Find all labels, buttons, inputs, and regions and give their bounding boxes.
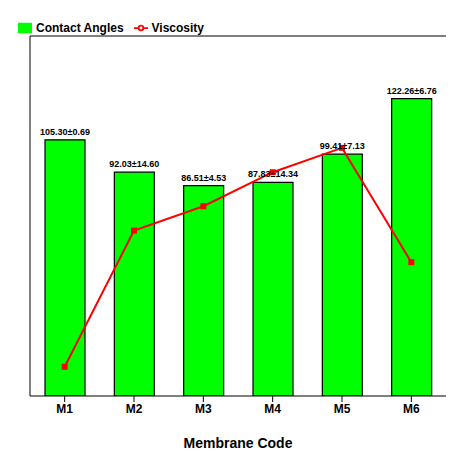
svg-text:92.03±14.60: 92.03±14.60 bbox=[109, 159, 159, 169]
svg-text:99.41±7.13: 99.41±7.13 bbox=[320, 141, 365, 151]
svg-text:M5: M5 bbox=[334, 402, 351, 416]
svg-text:105.30±0.69: 105.30±0.69 bbox=[40, 127, 90, 137]
html-text:Contact Angles: Contact Angles bbox=[36, 21, 124, 35]
svg-text:87.83±14.34: 87.83±14.34 bbox=[248, 169, 298, 179]
svg-text:M2: M2 bbox=[126, 402, 143, 416]
svg-text:122.26±6.76: 122.26±6.76 bbox=[387, 86, 437, 96]
svg-text:Membrane Code: Membrane Code bbox=[184, 435, 293, 451]
svg-text:M3: M3 bbox=[195, 402, 212, 416]
html-text:Viscosity: Viscosity bbox=[151, 21, 204, 35]
svg-text:86.51±4.53: 86.51±4.53 bbox=[181, 173, 226, 183]
svg-text:M4: M4 bbox=[264, 402, 281, 416]
svg-text:M6: M6 bbox=[403, 402, 420, 416]
svg-text:M1: M1 bbox=[56, 402, 73, 416]
